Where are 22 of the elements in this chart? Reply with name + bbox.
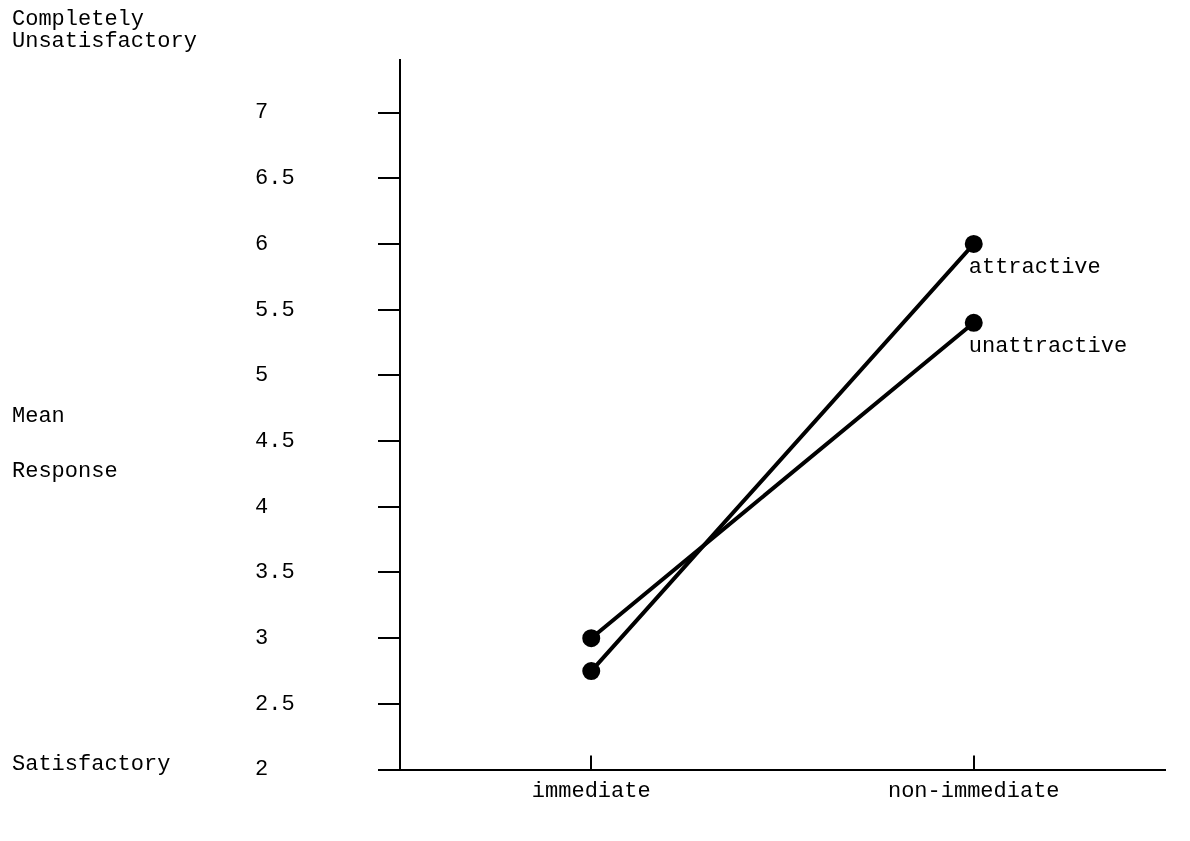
series-label: attractive: [968, 254, 1101, 280]
x-tick-label: immediate: [531, 778, 651, 804]
text: Mean Response: [12, 403, 118, 484]
text: Satisfactory: [12, 752, 171, 778]
y-tick-label: 6.5: [255, 166, 295, 192]
y-tick-label: 4.5: [255, 428, 295, 454]
y-tick-label: 5: [255, 363, 269, 389]
series-label: unattractive: [968, 333, 1128, 359]
x-tick-label: non-immediate: [887, 778, 1060, 804]
text: Completely Unsatisfactory: [12, 6, 197, 54]
point: [964, 234, 983, 253]
point: [582, 629, 601, 648]
y-tick-label: 3.5: [255, 560, 295, 586]
y-tick-label: 7: [255, 100, 269, 126]
y-tick-label: 5.5: [255, 297, 295, 323]
y-tick-label: 2.5: [255, 691, 295, 717]
y-tick-label: 4: [255, 494, 269, 520]
point: [964, 313, 983, 332]
y-tick-label: 2: [255, 757, 269, 783]
y-tick-label: 6: [255, 231, 269, 257]
y-tick-label: 3: [255, 626, 269, 652]
point: [582, 662, 601, 681]
